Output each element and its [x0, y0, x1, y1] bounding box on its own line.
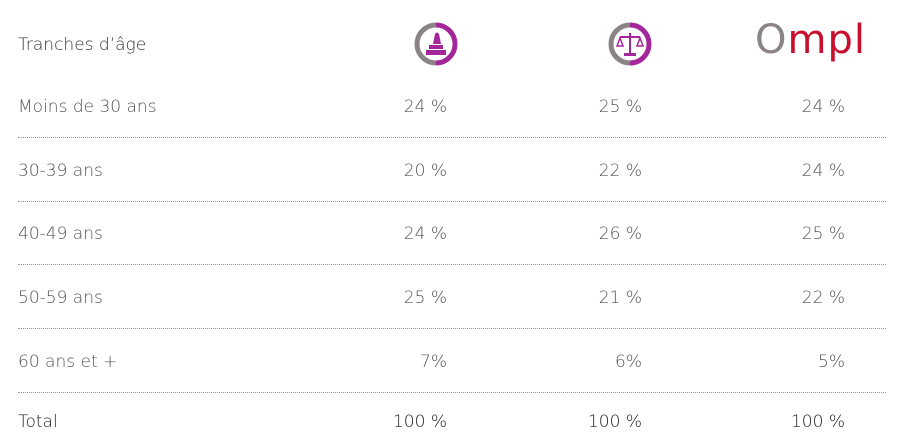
- total-value: 100 %: [790, 412, 845, 432]
- value-cell: 24 %: [801, 97, 845, 117]
- value-cell: 7%: [420, 351, 447, 372]
- value-cell: 22 %: [801, 288, 845, 309]
- value-cell: 6%: [615, 351, 642, 372]
- value-cell: 5%: [818, 351, 845, 372]
- value-cell: 22 %: [598, 160, 642, 181]
- total-value: 100 %: [587, 412, 642, 432]
- row-separator: [18, 391, 886, 393]
- row-label: 30-39 ans: [18, 160, 103, 181]
- value-cell: 26 %: [598, 224, 642, 245]
- value-cell: 25 %: [403, 288, 447, 309]
- row-separator: [18, 264, 886, 266]
- row-separator: [18, 137, 886, 138]
- value-cell: 24 %: [403, 224, 447, 245]
- row-label: 40-49 ans: [18, 224, 103, 245]
- logo-2: [608, 22, 652, 66]
- row-separator: [18, 328, 886, 330]
- row-label: 60 ans et +: [18, 351, 118, 372]
- header-label: Tranches d’âge: [18, 35, 147, 55]
- logo-1: [414, 22, 458, 66]
- row-label: 50-59 ans: [18, 288, 103, 309]
- total-label: Total: [18, 412, 58, 432]
- value-cell: 20 %: [403, 160, 447, 181]
- row-separator: [18, 200, 886, 202]
- logo-3: Ompl: [755, 17, 866, 63]
- value-cell: 21 %: [598, 288, 642, 309]
- value-cell: 25 %: [598, 97, 642, 117]
- value-cell: 24 %: [801, 160, 845, 181]
- row-label: Moins de 30 ans: [18, 97, 157, 117]
- value-cell: 25 %: [801, 224, 845, 245]
- value-cell: 24 %: [403, 97, 447, 117]
- total-value: 100 %: [392, 412, 447, 432]
